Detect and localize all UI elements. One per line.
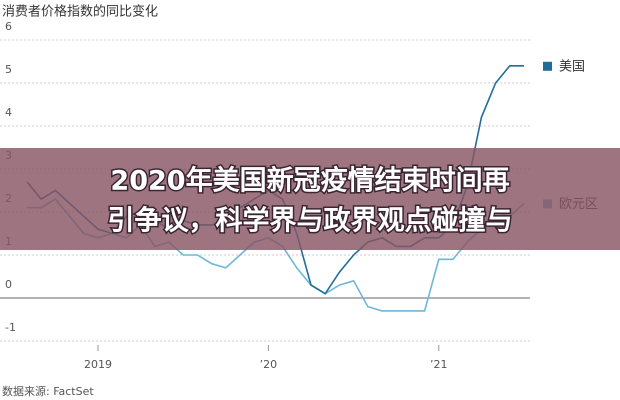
banner: [0, 148, 620, 250]
y-tick-label: 5: [5, 63, 12, 76]
x-tick-label: 2019: [84, 358, 112, 371]
source-note: 数据来源: FactSet: [2, 384, 94, 398]
y-tick-label: 0: [5, 278, 12, 291]
x-tick-label: ’20: [260, 358, 278, 371]
x-tick-label: ’21: [430, 358, 448, 371]
y-tick-label: 6: [5, 20, 12, 33]
y-tick-label: 4: [5, 106, 12, 119]
banner-text: 2020年美国新冠疫情结束时间再: [110, 165, 509, 197]
legend-label: 美国: [559, 59, 585, 74]
banner-text: 引争议，科学界与政界观点碰撞与: [108, 205, 513, 237]
y-tick-label: -1: [5, 321, 16, 334]
legend-swatch: [543, 61, 552, 71]
chart-title: 消费者价格指数的同比变化: [2, 4, 158, 20]
